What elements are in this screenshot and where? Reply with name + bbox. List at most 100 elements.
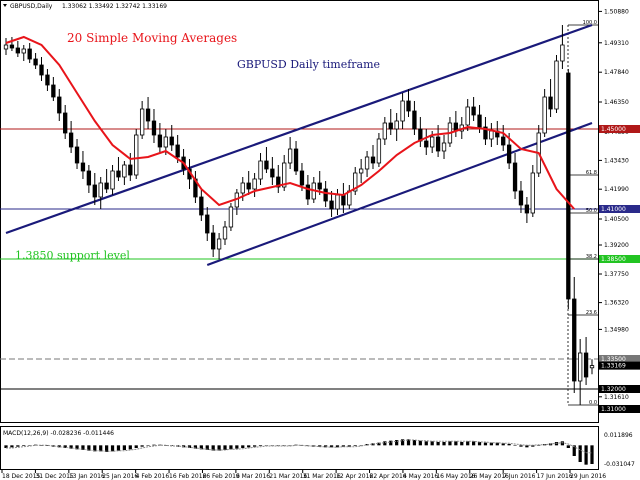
price-label-text: 1.41000 bbox=[601, 206, 626, 213]
candle-body bbox=[122, 164, 127, 178]
candle-body bbox=[39, 64, 44, 76]
macd-histogram-bar bbox=[578, 445, 582, 462]
price-label-box bbox=[599, 405, 640, 413]
candle-body bbox=[128, 164, 133, 176]
macd-histogram-bar bbox=[235, 445, 239, 449]
macd-histogram-bar bbox=[400, 439, 405, 446]
macd-histogram-bar bbox=[590, 445, 594, 464]
price-label-box bbox=[599, 361, 640, 370]
macd-histogram-bar bbox=[365, 444, 369, 446]
macd-histogram-bar bbox=[537, 445, 541, 446]
macd-histogram-bar bbox=[448, 441, 452, 446]
candle-body bbox=[501, 136, 506, 146]
macd-histogram-bar bbox=[318, 445, 322, 447]
macd-histogram-bar bbox=[347, 445, 351, 447]
macd-histogram-bar bbox=[572, 445, 576, 456]
candle-body bbox=[27, 48, 32, 60]
sma-annotation: 20 Simple Moving Averages bbox=[67, 31, 237, 45]
y-tick-label: 1.49310 bbox=[604, 40, 629, 47]
x-tick-label: 26 Feb 2016 bbox=[202, 473, 240, 480]
timeframe-annotation: GBPUSD Daily timeframe bbox=[237, 58, 380, 71]
macd-histogram-bar bbox=[57, 445, 61, 448]
x-tick-label: 29 Jun 2016 bbox=[570, 473, 606, 480]
channel-line bbox=[206, 121, 593, 267]
y-tick-label: 1.43430 bbox=[604, 157, 629, 164]
macd-histogram-bar bbox=[4, 445, 8, 448]
candle-body bbox=[15, 47, 20, 54]
macd-histogram-bar bbox=[513, 445, 517, 446]
macd-histogram-bar bbox=[81, 445, 85, 450]
x-tick-label: 4 Feb 2016 bbox=[136, 473, 170, 480]
macd-histogram-bar bbox=[28, 445, 32, 446]
candle-body bbox=[364, 156, 370, 170]
candle-body bbox=[435, 136, 441, 152]
macd-histogram-bar bbox=[211, 445, 215, 451]
x-tick-label: 31 Mar 2016 bbox=[303, 473, 341, 480]
fib-level-label: 50.0 bbox=[586, 208, 597, 214]
macd-histogram-bar bbox=[519, 445, 523, 447]
y-tick-label: 1.36320 bbox=[604, 300, 629, 307]
macd-histogram-bar bbox=[483, 442, 488, 446]
candle-body bbox=[578, 352, 583, 382]
macd-histogram-bar bbox=[241, 445, 245, 448]
candle-body bbox=[211, 232, 216, 250]
candle-body bbox=[92, 184, 97, 198]
candle-body bbox=[157, 134, 163, 148]
channel-lines bbox=[5, 23, 593, 267]
candle-body bbox=[21, 48, 26, 54]
macd-histogram-bar bbox=[45, 445, 50, 446]
candle-body bbox=[287, 148, 293, 164]
macd-histogram-bar bbox=[87, 445, 91, 451]
macd-histogram-bar bbox=[223, 445, 227, 450]
x-tick-label: 9 Mar 2016 bbox=[236, 473, 270, 480]
macd-histogram-bar bbox=[418, 440, 422, 446]
macd-histogram-bar bbox=[187, 445, 192, 448]
macd-histogram-bar bbox=[501, 443, 505, 446]
main-chart-frame bbox=[0, 0, 599, 423]
candle-body bbox=[471, 106, 476, 116]
collapse-triangle-icon[interactable] bbox=[3, 4, 7, 7]
macd-histogram-bar bbox=[128, 445, 132, 450]
candle-body bbox=[33, 58, 38, 66]
macd-histogram-bar bbox=[99, 445, 103, 452]
macd-y-tick-label: 0.011896 bbox=[604, 432, 633, 439]
candle-body bbox=[104, 182, 109, 190]
candle-body bbox=[276, 176, 281, 188]
candle-body bbox=[175, 144, 180, 158]
y-tick-label: 1.34980 bbox=[604, 326, 629, 333]
candle-body bbox=[424, 140, 429, 148]
candle-body bbox=[441, 142, 447, 152]
candle-body bbox=[246, 182, 251, 190]
x-tick-label: 4 May 2016 bbox=[403, 473, 438, 480]
candle-body bbox=[264, 160, 269, 170]
macd-histogram-bar bbox=[134, 445, 138, 448]
macd-histogram-bar bbox=[116, 445, 121, 451]
candle-body bbox=[145, 108, 151, 122]
macd-histogram-bar bbox=[140, 445, 144, 447]
candle-body bbox=[110, 170, 115, 190]
macd-y-tick-label: -0.031047 bbox=[604, 461, 635, 468]
y-tick-label: 1.46350 bbox=[604, 99, 629, 106]
candle-body bbox=[465, 106, 470, 126]
candle-body bbox=[483, 126, 488, 140]
macd-histogram-bar bbox=[152, 444, 156, 446]
y-tick-label: 1.50880 bbox=[604, 8, 629, 15]
candle-body bbox=[370, 156, 376, 164]
x-tick-label: 26 May 2016 bbox=[470, 473, 509, 480]
macd-histogram-bar bbox=[377, 442, 381, 446]
candle-body bbox=[98, 182, 103, 198]
y-tick-label: 1.41990 bbox=[604, 186, 629, 193]
candle-body bbox=[293, 148, 299, 172]
candle-body bbox=[151, 120, 157, 136]
candle-body bbox=[358, 168, 364, 174]
candle-body bbox=[3, 44, 9, 50]
candle-body bbox=[512, 162, 518, 192]
candle-body bbox=[382, 122, 387, 140]
price-label-text: 1.33169 bbox=[601, 363, 626, 370]
y-tick-label: 1.40500 bbox=[604, 216, 629, 223]
macd-histogram-bar bbox=[436, 442, 440, 446]
candle-body bbox=[57, 96, 62, 114]
macd-histogram-bar bbox=[560, 441, 565, 446]
macd-histogram-bar bbox=[122, 445, 126, 450]
